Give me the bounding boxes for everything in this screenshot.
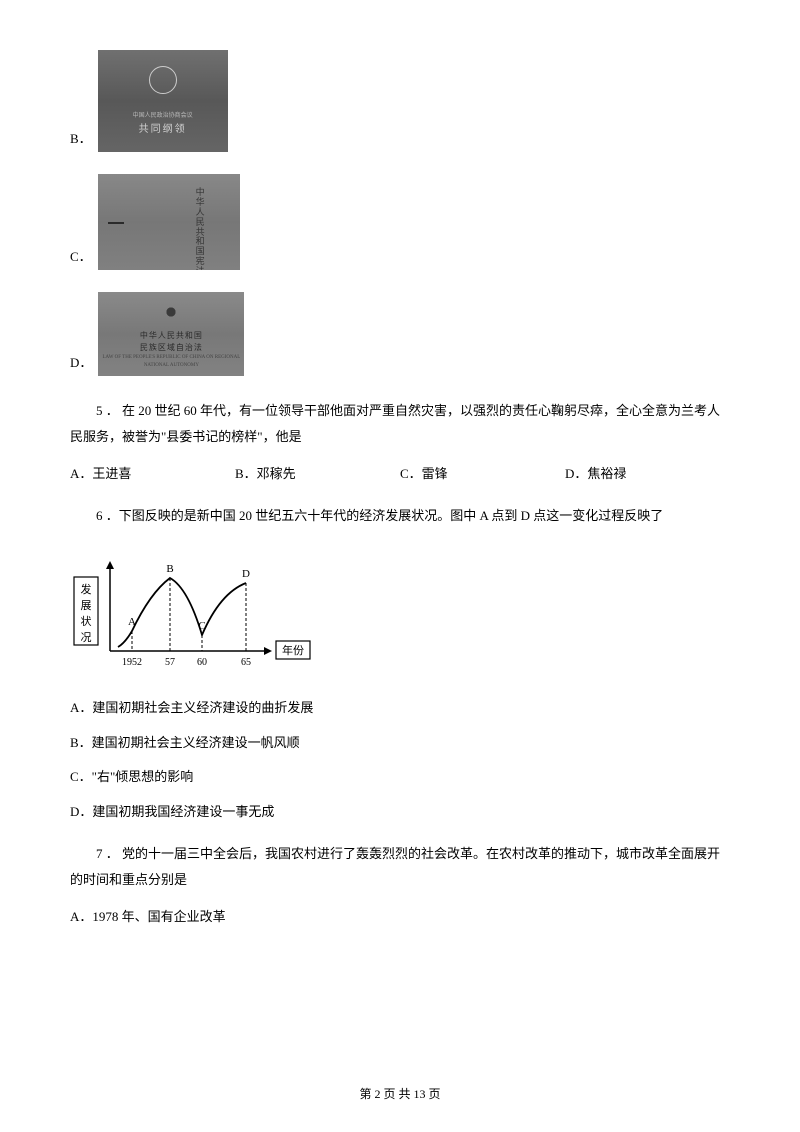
option-b-image: 中国人民政治协商会议 [98,50,228,152]
q5-text: 5 ． 在 20 世纪 60 年代，有一位领导干部他面对严重自然灾害，以强烈的责… [70,398,730,450]
question-7: 7 ． 党的十一届三中全会后，我国农村进行了轰轰烈烈的社会改革。在农村改革的推动… [70,841,730,928]
q6-text: 6 ．下图反映的是新中国 20 世纪五六十年代的经济发展状况。图中 A 点到 D… [70,503,730,529]
q6-chart: 发展状况年份 A B C D 1952 57 60 65 [70,543,730,678]
option-c-image-mark [108,222,124,224]
option-d-image-line3: LAW OF THE PEOPLE'S REPUBLIC OF CHINA ON… [98,354,244,370]
q6-option-a: A．建国初期社会主义经济建设的曲折发展 [70,698,730,719]
option-d-image-line2: 民族区域自治法 [98,342,244,355]
q6-option-c: C．"右"倾思想的影响 [70,767,730,788]
option-d-image: 中华人民共和国 民族区域自治法 LAW OF THE PEOPLE'S REPU… [98,292,244,376]
svg-text:状: 状 [81,614,92,628]
option-d-image-line1: 中华人民共和国 [98,330,244,343]
option-c-row: C． [70,174,730,270]
option-d-label: D． [70,353,92,376]
economy-chart-svg: 发展状况年份 A B C D 1952 57 60 65 [70,543,330,678]
svg-text:况: 况 [81,631,92,644]
option-d-row: D． 中华人民共和国 民族区域自治法 LAW OF THE PEOPLE'S R… [70,292,730,376]
question-5: 5 ． 在 20 世纪 60 年代，有一位领导干部他面对严重自然灾害，以强烈的责… [70,398,730,485]
svg-text:D: D [242,568,250,580]
q5-option-a: A．王进喜 [70,464,235,485]
q7-text: 7 ． 党的十一届三中全会后，我国农村进行了轰轰烈烈的社会改革。在农村改革的推动… [70,841,730,893]
svg-text:发: 发 [81,582,92,596]
q5-option-b: B．邓稼先 [235,464,400,485]
option-c-label: C． [70,247,92,270]
option-c-image [98,174,240,270]
svg-text:60: 60 [197,657,207,668]
svg-text:65: 65 [241,657,251,668]
svg-text:C: C [198,620,205,632]
q5-option-c: C．雷锋 [400,464,565,485]
q6-option-d: D．建国初期我国经济建设一事无成 [70,802,730,823]
option-b-row: B． 中国人民政治协商会议 [70,50,730,152]
q7-option-a: A．1978 年、国有企业改革 [70,907,730,928]
option-b-image-subtext: 中国人民政治协商会议 [98,112,228,122]
svg-text:展: 展 [81,599,92,612]
question-6: 6 ．下图反映的是新中国 20 世纪五六十年代的经济发展状况。图中 A 点到 D… [70,503,730,823]
svg-text:B: B [166,563,173,575]
svg-text:57: 57 [165,657,175,668]
q6-option-b: B．建国初期社会主义经济建设一帆风顺 [70,733,730,754]
svg-text:年份: 年份 [282,643,304,657]
svg-text:1952: 1952 [122,657,142,668]
page-footer: 第 2 页 共 13 页 [0,1085,800,1104]
q5-options: A．王进喜 B．邓稼先 C．雷锋 D．焦裕禄 [70,464,730,485]
q5-option-d: D．焦裕禄 [565,464,730,485]
svg-text:A: A [128,616,136,628]
option-b-label: B． [70,129,92,152]
